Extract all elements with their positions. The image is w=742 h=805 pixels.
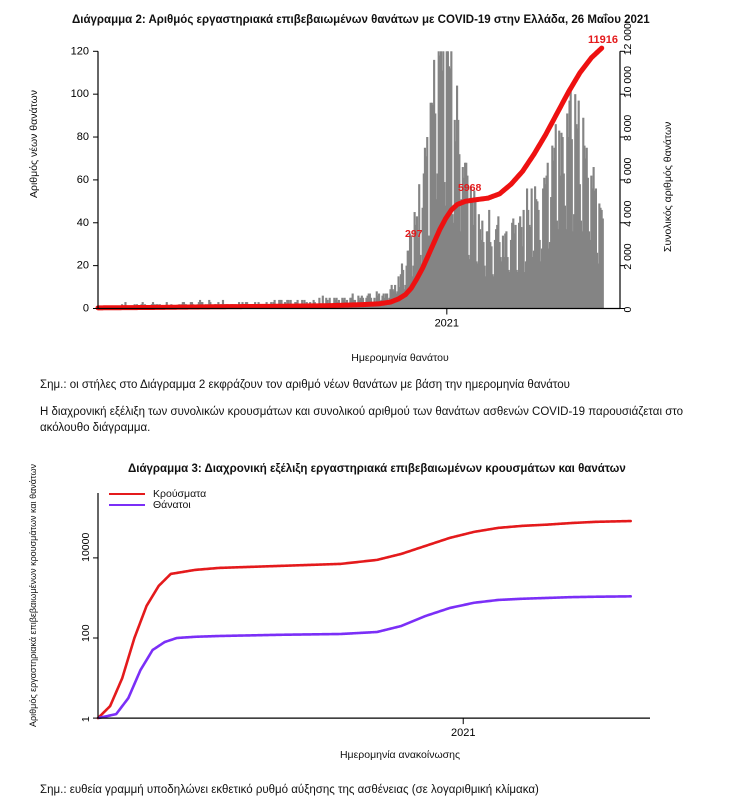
svg-text:100: 100: [80, 624, 92, 642]
svg-text:80: 80: [77, 131, 89, 143]
svg-text:6 000: 6 000: [622, 157, 634, 183]
svg-text:12 000: 12 000: [622, 23, 634, 55]
svg-text:0: 0: [83, 303, 89, 315]
svg-text:8 000: 8 000: [622, 115, 634, 141]
svg-text:4 000: 4 000: [622, 200, 634, 226]
svg-text:20: 20: [77, 260, 89, 272]
svg-text:10 000: 10 000: [622, 66, 634, 98]
svg-text:2 000: 2 000: [622, 243, 634, 269]
svg-text:2021: 2021: [451, 727, 475, 739]
svg-text:10000: 10000: [80, 533, 92, 562]
svg-text:100: 100: [71, 88, 89, 100]
svg-text:60: 60: [77, 174, 89, 186]
svg-text:1: 1: [80, 716, 92, 722]
svg-text:2021: 2021: [435, 318, 459, 330]
svg-text:120: 120: [71, 45, 89, 57]
svg-text:0: 0: [622, 307, 634, 313]
svg-text:40: 40: [77, 217, 89, 229]
